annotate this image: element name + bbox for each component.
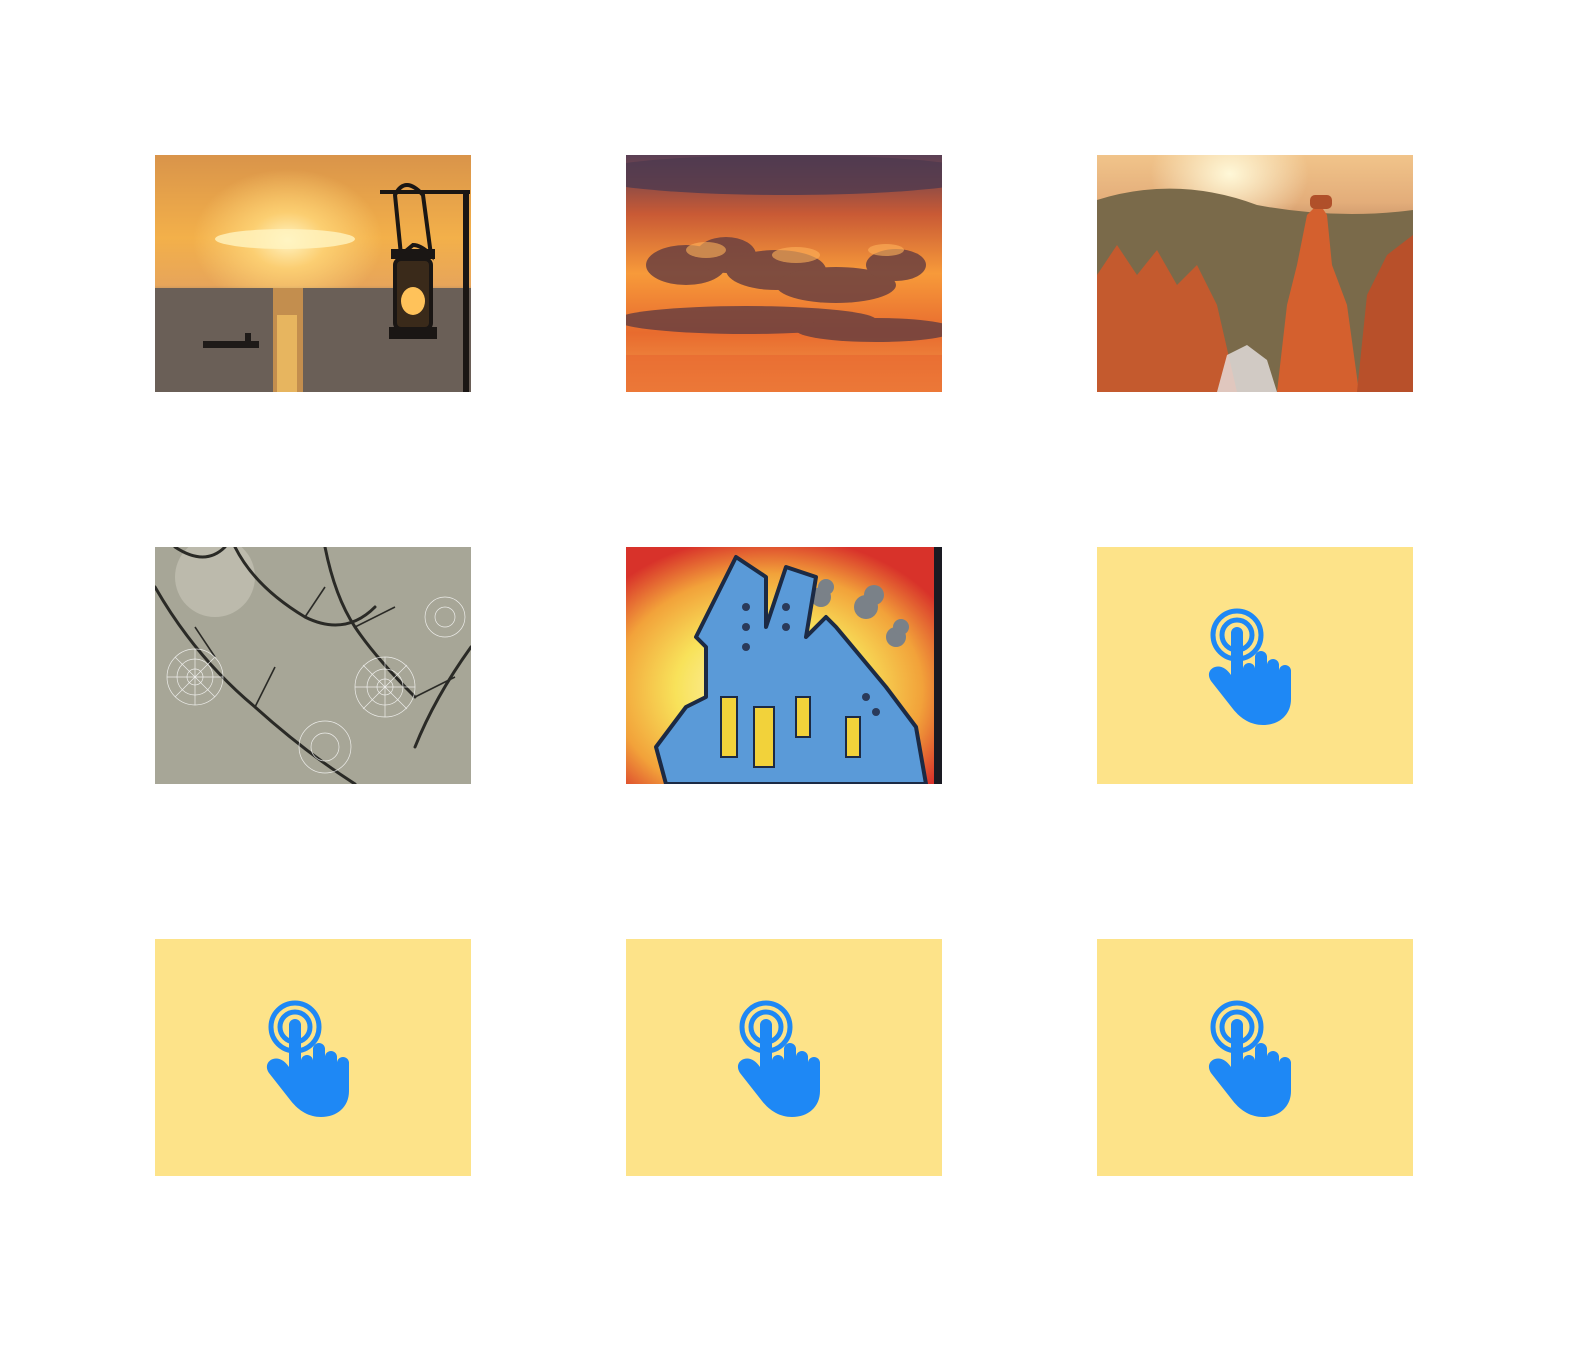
placeholder-tile[interactable] <box>626 939 942 1176</box>
tap-hand-icon <box>737 1000 820 1117</box>
spiderwebs-branches-image <box>155 547 471 784</box>
image-tile-sunset-lantern[interactable] <box>155 155 471 392</box>
image-tile-guitar-factory-illustration[interactable] <box>626 547 942 784</box>
image-tile-canyon-hoodoos[interactable] <box>1097 155 1413 392</box>
canyon-hoodoos-image <box>1097 155 1413 392</box>
tap-hand-icon <box>266 1000 349 1117</box>
tap-hand-icon <box>1208 1000 1291 1117</box>
image-tile-sunset-clouds[interactable] <box>626 155 942 392</box>
sunset-lantern-image <box>155 155 471 392</box>
placeholder-tile[interactable] <box>155 939 471 1176</box>
placeholder-tile[interactable] <box>1097 939 1413 1176</box>
sunset-clouds-image <box>626 155 942 392</box>
image-tile-spiderwebs-branches[interactable] <box>155 547 471 784</box>
placeholder-tile[interactable] <box>1097 547 1413 784</box>
tap-hand-icon <box>1208 608 1291 725</box>
guitar-factory-image <box>626 547 942 784</box>
